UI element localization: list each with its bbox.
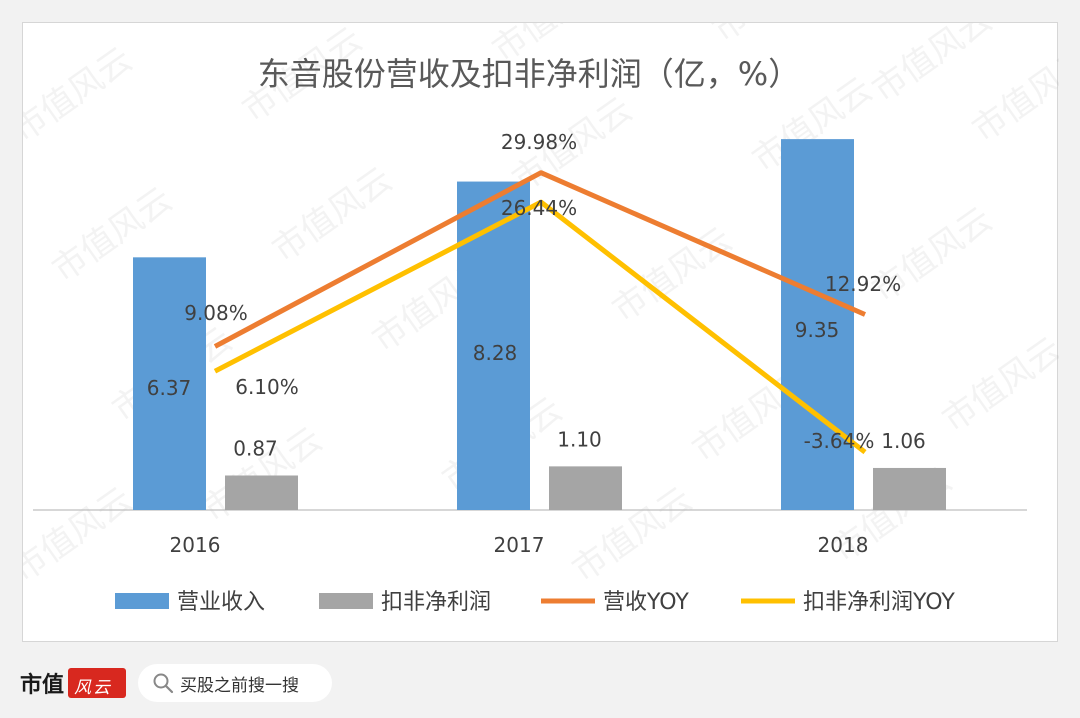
data-label-profit: 1.10 [557,427,602,451]
brand-seal-text: 风云 [74,678,113,698]
bar-revenue-2018 [781,139,854,510]
bar-profit-2016 [225,475,298,510]
x-tick-label: 2017 [494,533,545,557]
chart-title: 东音股份营收及扣非净利润（亿，%） [258,55,800,93]
watermark-text: 市值风云 [965,40,1059,151]
legend-label: 扣非净利润 [381,590,491,615]
search-box[interactable]: 买股之前搜一搜 [138,664,332,702]
legend-swatch [115,593,169,609]
data-label-revenue: 6.37 [147,376,192,400]
footer: 市值 风云 买股之前搜一搜 [0,650,1080,718]
brand-seal: 风云 [68,668,127,698]
bar-revenue-2016 [133,257,206,510]
data-label-revenue: 8.28 [473,341,518,365]
legend-label: 营收YOY [603,590,689,615]
watermark-text: 市值风云 [23,40,140,151]
data-label-profit-yoy: 6.10% [235,375,299,399]
watermark-text: 市值风云 [935,330,1059,441]
search-icon [153,673,174,694]
watermark-text: 市值风云 [265,160,399,271]
x-tick-label: 2018 [818,533,869,557]
data-label-revenue-yoy: 12.92% [825,272,901,296]
legend-label: 扣非净利润YOY [803,590,955,615]
watermark-text: 市值风云 [705,23,839,50]
data-label-profit: 0.87 [233,436,278,460]
brand-name: 市值 [20,672,65,698]
bar-profit-2017 [549,466,622,510]
line-revenue-yoy [213,170,867,349]
legend-swatch [319,593,373,609]
watermark-text: 市值风云 [605,220,739,331]
data-label-profit-yoy: -3.64% [804,429,875,453]
bar-revenue-2017 [457,181,530,510]
data-label-revenue-yoy: 29.98% [501,130,577,154]
search-placeholder: 买股之前搜一搜 [180,675,299,696]
brand-logo[interactable]: 市值 风云 [20,666,127,700]
watermark-text: 市值风云 [23,480,140,591]
watermark-text: 市值风云 [865,23,999,110]
x-tick-label: 2016 [170,533,221,557]
data-label-profit: 1.06 [881,429,926,453]
data-label-revenue: 9.35 [795,318,840,342]
bar-profit-2018 [873,467,946,510]
line-profit-yoy [213,199,867,455]
chart-card: 市值风云 市值风云 市值风云 市值风云 市值风云 市值风云 市值风云 市值风云 市值风云 市值风云… [22,22,1059,642]
legend-label: 营业收入 [177,590,265,615]
data-label-revenue-yoy: 9.08% [184,301,248,325]
data-label-profit-yoy: 26.44% [501,196,577,220]
